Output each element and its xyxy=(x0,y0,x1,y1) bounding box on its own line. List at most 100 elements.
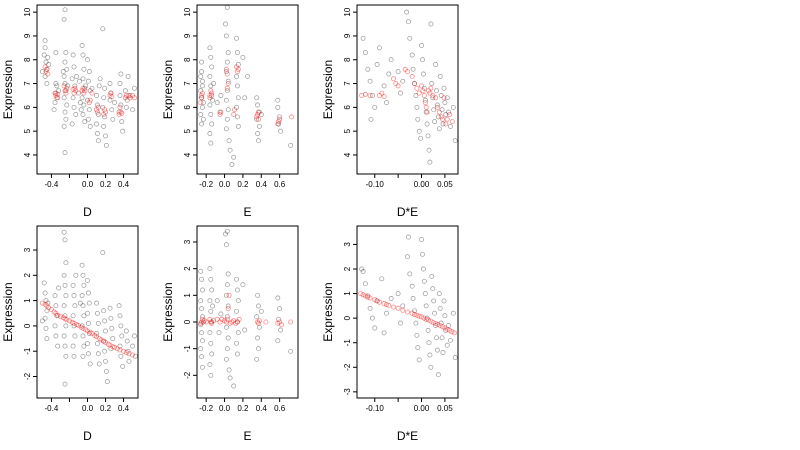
data-point-s1-19 xyxy=(209,319,215,325)
data-point-s1-25 xyxy=(415,116,421,122)
data-point-s1-42 xyxy=(69,121,75,127)
data-point-s2-22 xyxy=(254,114,260,120)
y-axis-title: Expression xyxy=(321,60,335,119)
data-point-s2-39 xyxy=(125,93,131,99)
data-point-s2-15 xyxy=(404,309,410,315)
y-tick-label: 0 xyxy=(343,315,352,320)
data-point-s1-51 xyxy=(80,76,86,82)
data-point-s1-40 xyxy=(432,310,438,316)
data-point-s1-5 xyxy=(367,305,373,311)
data-point-s1-45 xyxy=(234,287,240,293)
data-point-s1-38 xyxy=(428,21,434,27)
data-point-s2-5 xyxy=(203,319,209,325)
data-point-s2-10 xyxy=(383,302,389,308)
data-point-s1-50 xyxy=(81,66,87,72)
data-point-s1-32 xyxy=(72,303,78,309)
data-point-s1-82 xyxy=(119,333,125,339)
data-point-s1-78 xyxy=(102,114,108,120)
data-point-s2-9 xyxy=(381,300,387,306)
data-point-s1-33 xyxy=(224,282,230,288)
data-point-s1-22 xyxy=(412,81,417,86)
data-point-s2-18 xyxy=(234,69,240,75)
data-point-s1-15 xyxy=(55,343,61,349)
data-point-s2-27 xyxy=(263,319,269,325)
data-point-s1-41 xyxy=(226,138,232,144)
data-point-s1-46 xyxy=(437,305,443,311)
data-point-s1-21 xyxy=(62,282,68,288)
data-point-s1-13 xyxy=(207,45,213,51)
data-point-s1-20 xyxy=(61,16,67,22)
data-point-s2-12 xyxy=(219,316,225,322)
data-point-s1-3 xyxy=(198,298,204,304)
data-point-s1-16 xyxy=(51,107,57,113)
data-point-s2-38 xyxy=(126,351,132,357)
data-point-s2-17 xyxy=(76,322,82,328)
data-point-s2-12 xyxy=(409,73,415,79)
x-tick-label: 0.4 xyxy=(118,180,130,189)
data-point-s2-6 xyxy=(372,297,378,303)
data-point-s1-11 xyxy=(200,364,205,370)
data-point-s2-9 xyxy=(61,83,67,89)
data-point-s2-21 xyxy=(85,328,91,334)
data-point-s2-16 xyxy=(74,322,80,328)
x-tick-label: 0.00 xyxy=(414,404,430,413)
data-point-s2-41 xyxy=(130,93,136,99)
data-point-s1-40 xyxy=(79,262,85,268)
data-point-s1-6 xyxy=(372,104,378,110)
data-point-s1-22 xyxy=(207,131,213,136)
data-point-s1-32 xyxy=(62,150,68,156)
x-tick-label: 0.0 xyxy=(219,404,231,413)
data-point-s1-11 xyxy=(53,303,59,309)
data-point-s2-19 xyxy=(80,325,86,331)
data-point-s1-68 xyxy=(94,102,100,108)
x-tick-label: 0.2 xyxy=(237,180,249,189)
data-point-s1-19 xyxy=(63,260,69,266)
data-point-s1-26 xyxy=(419,237,424,242)
data-point-s2-4 xyxy=(365,294,371,300)
x-tick-label: 0.6 xyxy=(274,180,286,189)
data-point-s1-54 xyxy=(240,54,246,60)
data-point-s2-11 xyxy=(386,302,392,308)
data-point-s1-47 xyxy=(78,107,84,113)
data-point-s2-18 xyxy=(414,312,420,318)
data-point-s1-46 xyxy=(435,114,441,120)
data-point-s1-72 xyxy=(95,138,101,144)
data-point-s2-1 xyxy=(39,300,45,306)
x-tick-label: -0.2 xyxy=(199,404,213,413)
data-point-s1-5 xyxy=(42,315,48,321)
data-point-s1-59 xyxy=(254,116,260,122)
data-point-s1-42 xyxy=(432,119,438,125)
data-point-s2-28 xyxy=(102,107,108,113)
data-point-s1-25 xyxy=(63,323,69,329)
data-point-s1-28 xyxy=(419,43,424,48)
data-point-s1-8 xyxy=(45,300,51,306)
data-point-s1-67 xyxy=(276,121,282,127)
data-point-s1-27 xyxy=(418,135,424,141)
data-point-s2-8 xyxy=(376,299,382,305)
data-point-s2-34 xyxy=(451,330,457,336)
data-point-s1-9 xyxy=(200,83,205,89)
data-point-s1-37 xyxy=(427,159,433,165)
data-point-s1-16 xyxy=(56,285,62,291)
data-point-s2-37 xyxy=(123,349,129,355)
y-tick-label: -2 xyxy=(23,372,32,380)
data-point-s1-27 xyxy=(217,109,223,115)
data-point-s1-11 xyxy=(384,310,389,316)
data-point-s1-44 xyxy=(76,90,81,96)
data-point-s2-7 xyxy=(390,76,396,82)
data-point-s2-26 xyxy=(95,104,101,110)
data-point-s1-16 xyxy=(209,287,215,293)
data-point-s2-7 xyxy=(53,310,59,316)
data-point-s1-47 xyxy=(234,308,239,314)
data-point-s1-25 xyxy=(416,357,422,363)
data-point-s2-14 xyxy=(69,319,75,325)
y-tick-label: 0 xyxy=(183,319,192,324)
x-tick-label: 0.0 xyxy=(219,180,231,189)
x-tick-label: -0.10 xyxy=(366,404,385,413)
data-point-s1-38 xyxy=(430,286,436,292)
data-point-s2-18 xyxy=(421,93,427,99)
data-point-s1-16 xyxy=(400,78,406,84)
data-point-s1-59 xyxy=(86,69,92,75)
data-point-s1-1 xyxy=(199,59,205,65)
y-tick-label: 1 xyxy=(343,291,352,296)
